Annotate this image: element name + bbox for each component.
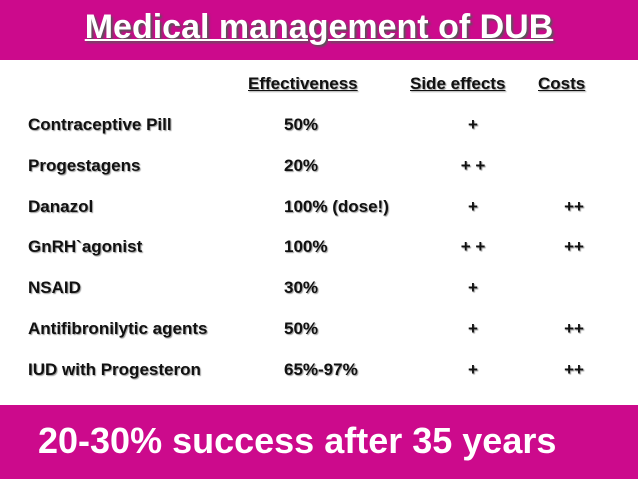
effectiveness: 65%-97% <box>284 359 358 379</box>
row-label: Progestagens <box>28 155 141 175</box>
row-label: NSAID <box>28 278 81 298</box>
effectiveness: 100% (dose!) <box>284 196 389 216</box>
column-header: Side effects <box>410 74 506 93</box>
slide-title: Medical management of DUB <box>84 8 554 46</box>
costs: ++ <box>564 359 584 379</box>
side-effects: + <box>468 278 478 298</box>
footer-text: 20-30% success after 35 years <box>38 420 557 461</box>
effectiveness: 20% <box>284 155 319 175</box>
row-label: Antifibronilytic agents <box>28 319 208 338</box>
costs: ++ <box>564 319 584 338</box>
row-label: IUD with Progesteron <box>28 359 201 379</box>
row-label: Danazol <box>28 196 94 216</box>
effectiveness: 50% <box>284 115 319 134</box>
side-effects: + <box>468 359 478 379</box>
footer-bar <box>0 405 638 479</box>
effectiveness: 100% <box>284 237 328 257</box>
row-label: GnRH`agonist <box>28 237 143 257</box>
effectiveness: 30% <box>284 278 319 298</box>
side-effects: + <box>468 196 478 216</box>
title-bar <box>0 0 638 60</box>
side-effects: + + <box>460 237 486 257</box>
row-label: Contraceptive Pill <box>28 115 172 134</box>
column-header: Costs <box>538 74 586 93</box>
side-effects: + <box>468 115 478 134</box>
costs: ++ <box>564 237 584 257</box>
side-effects: + <box>468 319 478 338</box>
side-effects: + + <box>460 155 486 175</box>
column-header: Effectiveness <box>248 74 358 93</box>
effectiveness: 50% <box>284 319 319 338</box>
costs: ++ <box>564 196 584 216</box>
